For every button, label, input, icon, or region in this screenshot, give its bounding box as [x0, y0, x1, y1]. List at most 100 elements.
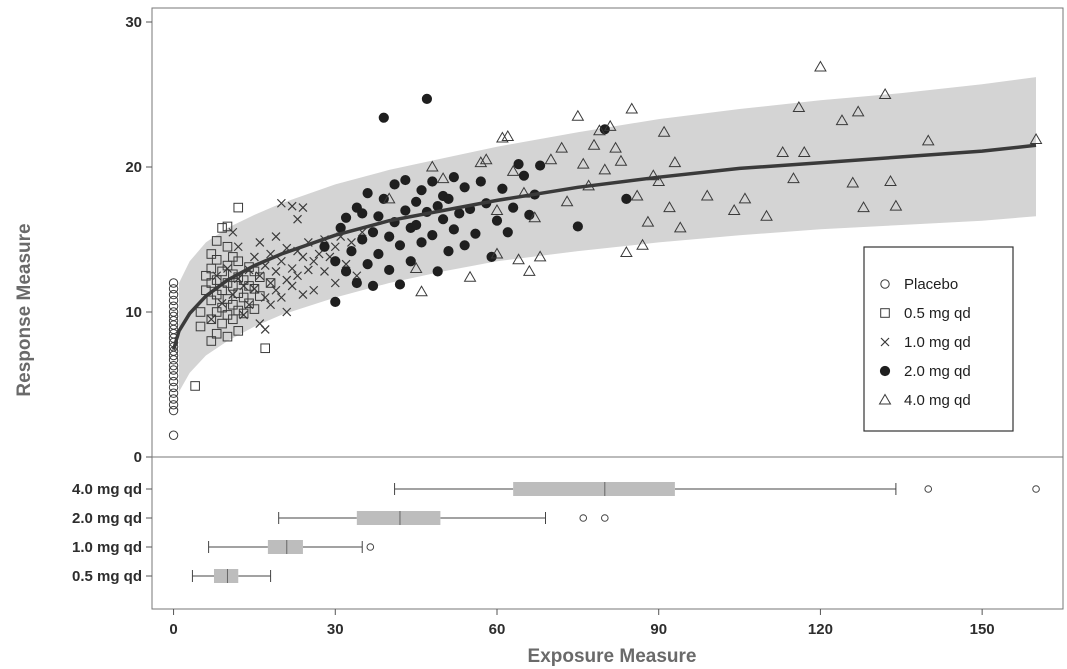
point-4-0-mg-qd	[544, 153, 558, 165]
point-2-0-mg-qd	[378, 112, 389, 123]
point-0-5-mg-qd	[238, 308, 249, 319]
point-2-0-mg-qd	[405, 256, 416, 267]
point-1-0-mg-qd	[255, 271, 265, 281]
point-1-0-mg-qd	[303, 265, 313, 275]
point-1-0-mg-qd	[239, 310, 249, 320]
point-4-0-mg-qd	[884, 175, 897, 186]
point-placebo	[168, 289, 179, 300]
point-placebo	[168, 301, 179, 311]
point-1-0-mg-qd	[271, 285, 281, 295]
point-0-5-mg-qd	[217, 318, 227, 329]
legend-label: Placebo	[904, 276, 958, 293]
point-0-5-mg-qd	[249, 284, 260, 294]
point-2-0-mg-qd	[346, 246, 357, 257]
point-1-0-mg-qd	[320, 266, 329, 276]
box-outlier	[924, 485, 933, 493]
x-tick-label: 150	[970, 621, 995, 638]
point-2-0-mg-qd	[362, 259, 373, 270]
point-4-0-mg-qd	[598, 163, 612, 175]
scatter-panel: 0 10 20 30	[125, 7, 1064, 466]
point-2-0-mg-qd	[443, 246, 454, 257]
point-placebo	[168, 307, 179, 317]
point-1-0-mg-qd	[276, 256, 286, 266]
point-1-0-mg-qd	[293, 214, 302, 224]
point-4-0-mg-qd	[630, 189, 644, 201]
point-placebo	[168, 295, 179, 306]
point-4-0-mg-qd	[560, 195, 574, 207]
point-4-0-mg-qd	[921, 134, 935, 146]
point-1-0-mg-qd	[244, 300, 254, 310]
point-2-0-mg-qd	[400, 174, 411, 186]
point-4-0-mg-qd	[409, 262, 423, 273]
x-tick-label: 0	[169, 621, 177, 638]
legend: Placebo 0.5 mg qd 1.0 mg qd 2.0 mg qd 4.0 mg…	[863, 246, 1014, 432]
point-4-0-mg-qd	[646, 169, 660, 181]
point-2-0-mg-qd	[432, 266, 443, 277]
point-2-0-mg-qd	[621, 193, 632, 204]
legend-marker	[880, 279, 890, 289]
point-2-0-mg-qd	[497, 183, 508, 194]
point-1-0-mg-qd	[223, 264, 232, 273]
box-category-label: 4.0 mg qd	[72, 481, 142, 498]
point-2-0-mg-qd	[389, 179, 400, 190]
box-outlier	[579, 514, 588, 522]
point-4-0-mg-qd	[593, 124, 606, 136]
point-2-0-mg-qd	[518, 170, 530, 181]
point-4-0-mg-qd	[512, 253, 525, 265]
point-placebo	[168, 430, 179, 440]
y-axis: 0 10 20 30	[125, 14, 152, 466]
y-tick-label: 10	[125, 304, 142, 321]
point-1-0-mg-qd	[260, 324, 270, 334]
point-1-0-mg-qd	[330, 242, 340, 252]
point-placebo	[168, 394, 179, 404]
x-tick-label: 30	[327, 621, 344, 638]
point-1-0-mg-qd	[314, 249, 324, 259]
point-4-0-mg-qd	[496, 131, 509, 143]
box-iqr	[513, 482, 675, 496]
point-2-0-mg-qd	[448, 224, 459, 235]
x-axis: 0 30 60 90 120 150	[169, 609, 995, 638]
y-tick-label: 20	[125, 159, 142, 176]
point-2-0-mg-qd	[330, 256, 341, 267]
point-1-0-mg-qd	[212, 271, 222, 281]
point-2-0-mg-qd	[572, 221, 583, 232]
point-1-0-mg-qd	[330, 278, 340, 288]
box-category-label: 2.0 mg qd	[72, 510, 142, 527]
legend-label: 0.5 mg qd	[904, 305, 971, 322]
point-2-0-mg-qd	[454, 208, 465, 219]
point-2-0-mg-qd	[400, 205, 411, 216]
point-0-5-mg-qd	[211, 255, 222, 265]
box-outlier	[1032, 485, 1040, 493]
point-4-0-mg-qd	[889, 199, 903, 211]
point-1-0-mg-qd	[298, 252, 308, 262]
x-tick-label: 90	[650, 621, 667, 638]
point-4-0-mg-qd	[436, 172, 450, 184]
point-0-5-mg-qd	[222, 294, 233, 304]
boxplots: 4.0 mg qd 2.0 mg qd 1.0 mg qd 0.5 mg qd	[72, 481, 1040, 585]
point-2-0-mg-qd	[373, 248, 384, 260]
point-1-0-mg-qd	[217, 298, 227, 308]
x-axis-title: Exposure Measure	[528, 646, 697, 667]
point-0-5-mg-qd	[222, 331, 233, 342]
y-tick-label: 0	[134, 449, 142, 466]
point-placebo	[168, 405, 179, 416]
point-1-0-mg-qd	[282, 307, 292, 317]
point-1-0-mg-qd	[309, 285, 319, 295]
box-iqr	[213, 569, 239, 583]
point-4-0-mg-qd	[490, 247, 504, 259]
point-2-0-mg-qd	[394, 240, 406, 251]
point-0-5-mg-qd	[233, 305, 244, 316]
point-4-0-mg-qd	[425, 160, 439, 172]
point-0-5-mg-qd	[206, 295, 217, 306]
point-1-0-mg-qd	[298, 290, 308, 300]
point-4-0-mg-qd	[657, 125, 671, 137]
point-2-0-mg-qd	[502, 227, 513, 238]
point-1-0-mg-qd	[239, 281, 249, 291]
point-placebo	[168, 382, 179, 393]
point-4-0-mg-qd	[382, 192, 396, 204]
point-2-0-mg-qd	[384, 231, 395, 242]
point-4-0-mg-qd	[814, 60, 827, 72]
point-0-5-mg-qd	[206, 336, 217, 346]
point-0-5-mg-qd	[228, 314, 238, 325]
